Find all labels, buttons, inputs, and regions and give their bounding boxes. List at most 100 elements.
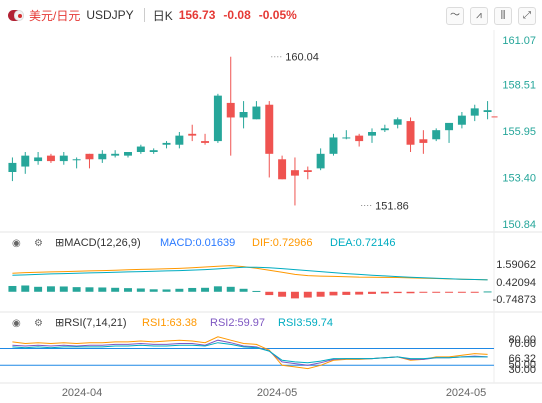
- time-tick-label: 2024-05: [446, 387, 486, 399]
- price-tick-label: 158.51: [502, 80, 536, 92]
- extreme-label: 151.86: [375, 200, 409, 212]
- candle-body: [175, 135, 184, 145]
- macd-hist-bar: [457, 291, 466, 293]
- candle-body: [329, 137, 338, 154]
- candle: [239, 101, 248, 129]
- macd-hist-bar: [303, 291, 312, 298]
- candle: [213, 93, 222, 143]
- candle: [393, 117, 402, 129]
- candle-body: [85, 153, 94, 160]
- candle-body: [419, 139, 428, 143]
- candle: [355, 133, 364, 147]
- rsi2-value: RSI2:59.97: [210, 317, 265, 329]
- rsi3-line: [12, 342, 488, 364]
- macd-hist-bar: [213, 286, 222, 292]
- rsi-pane: [0, 336, 494, 370]
- rsi1-line: [12, 336, 488, 370]
- settings-icon[interactable]: ⫼: [494, 7, 512, 25]
- candle-body: [136, 146, 145, 152]
- rsi-tick-label: 66.32: [508, 353, 536, 365]
- macd-value: MACD:0.01639: [160, 237, 235, 249]
- candle-body: [368, 132, 376, 136]
- candle-body: [445, 122, 454, 131]
- price-pane: [8, 56, 492, 206]
- candle: [303, 166, 312, 180]
- macd-hist-bar: [265, 291, 274, 296]
- macd-hist-bar: [124, 288, 132, 292]
- macd-hist-bar: [149, 289, 158, 292]
- candle: [252, 101, 261, 120]
- candle: [380, 124, 389, 132]
- time-tick-label: 2024-04: [62, 387, 102, 399]
- macd-hist-bar: [290, 291, 299, 299]
- candle-body: [470, 108, 479, 116]
- macd-hist-bar: [393, 291, 402, 294]
- pair-symbol: USDJPY: [86, 8, 134, 22]
- macd-hist-bar: [380, 291, 389, 294]
- macd-hist-bar: [432, 291, 441, 293]
- candle: [432, 128, 441, 142]
- macd-tick-label: 1.59062: [496, 259, 536, 271]
- candle: [175, 132, 184, 149]
- candle: [188, 124, 197, 142]
- candle: [226, 56, 235, 156]
- indicator-icon[interactable]: ⩘: [470, 7, 488, 25]
- candle-body: [226, 102, 235, 118]
- macd-hist-bar: [46, 286, 55, 292]
- pair-name-cn: 美元/日元: [29, 8, 81, 23]
- candle-body: [149, 150, 158, 152]
- dea-line: [12, 266, 488, 281]
- macd-hist-bar: [201, 287, 210, 292]
- candle: [111, 150, 120, 158]
- rsi3-value: RSI3:59.74: [278, 317, 333, 329]
- price-tick-label: 155.95: [502, 126, 536, 138]
- candle-body: [111, 153, 120, 156]
- candle-body: [239, 112, 248, 118]
- timeframe-selector[interactable]: 日K: [152, 8, 173, 23]
- candle-body: [59, 155, 68, 162]
- candle: [136, 144, 145, 154]
- candle: [149, 148, 158, 154]
- candle-body: [34, 157, 43, 162]
- candle-body: [8, 162, 17, 172]
- candle-body: [483, 110, 492, 112]
- price-tick-label: 161.07: [502, 35, 536, 47]
- macd-eye-icon: ◉: [12, 238, 21, 249]
- candle: [34, 152, 43, 165]
- candle-body: [252, 106, 261, 120]
- macd-hist-bar: [316, 291, 325, 297]
- candle: [98, 150, 107, 163]
- chart-style-icon[interactable]: 〜: [446, 7, 464, 25]
- macd-hist-bar: [252, 290, 261, 292]
- chart-labels: 161.07 158.51 155.95 153.40 150.84 160.04 151.…: [12, 35, 536, 376]
- candle: [162, 141, 171, 149]
- candle: [59, 152, 68, 165]
- candle: [419, 130, 428, 154]
- macd-hist-bar: [59, 286, 68, 292]
- macd-hist-bar: [226, 286, 235, 292]
- macd-hist-bar: [329, 291, 338, 296]
- candle: [445, 122, 454, 143]
- macd-hist-bar: [85, 287, 94, 292]
- rsi-tick-label: 80.00: [508, 334, 536, 346]
- macd-hist-bar: [136, 288, 145, 292]
- price-change: -0.08: [223, 8, 251, 22]
- dea-value: DEA:0.72146: [330, 237, 395, 249]
- rsi-title: ⊞RSI(7,14,21): [55, 317, 127, 329]
- candle: [265, 101, 274, 178]
- candle: [72, 157, 81, 169]
- candle: [470, 104, 479, 122]
- header-divider: [143, 8, 145, 22]
- rsi-tick-label: 30.00: [508, 364, 536, 376]
- grid: [0, 30, 542, 384]
- candle-body: [303, 170, 312, 172]
- candle-body: [265, 104, 274, 154]
- candle-body: [278, 159, 287, 180]
- extreme-label: 160.04: [285, 52, 319, 64]
- candle-body: [124, 152, 132, 156]
- macd-hist-bar: [445, 291, 454, 293]
- candle: [46, 153, 55, 163]
- candle-body: [380, 128, 389, 131]
- fullscreen-icon[interactable]: ⤢: [518, 7, 536, 25]
